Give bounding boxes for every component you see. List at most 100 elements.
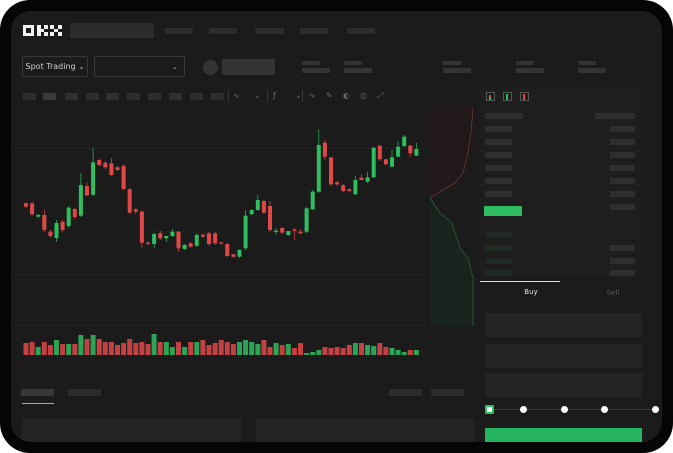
candle	[158, 231, 163, 240]
price-input[interactable]	[485, 313, 642, 337]
sell-tab[interactable]: Sell	[606, 289, 620, 297]
candle	[322, 140, 327, 160]
candle-body	[292, 229, 297, 231]
nav-item[interactable]	[165, 28, 193, 34]
buy-tab[interactable]: Buy	[524, 288, 538, 296]
volume-bar	[413, 350, 419, 355]
timeframe-button[interactable]	[190, 93, 203, 100]
volume-bar	[365, 345, 371, 355]
ask-depth-area	[430, 108, 473, 198]
candlestick-chart[interactable]	[11, 105, 471, 370]
pencil-icon[interactable]: ✎	[326, 91, 333, 100]
volume-bar	[29, 342, 35, 355]
candle-body	[347, 189, 352, 191]
candle	[36, 214, 41, 218]
orders-tab[interactable]	[68, 389, 101, 396]
candle-body	[335, 182, 340, 185]
slider-step[interactable]	[652, 406, 659, 413]
candle	[176, 231, 181, 252]
bid-price[interactable]	[485, 258, 512, 264]
volume-bar	[310, 352, 316, 355]
fullscreen-icon[interactable]: ⤢	[377, 91, 384, 100]
ask-price[interactable]	[485, 139, 512, 145]
total-input[interactable]	[485, 373, 642, 397]
timeframe-button[interactable]	[106, 93, 119, 100]
orders-tab-active[interactable]	[21, 389, 54, 396]
spread-value	[610, 204, 635, 210]
filter-button[interactable]	[431, 389, 464, 396]
search-bar[interactable]	[70, 23, 154, 38]
slider-step[interactable]	[561, 406, 568, 413]
timeframe-button[interactable]	[148, 93, 161, 100]
ask-price[interactable]	[485, 152, 512, 158]
ask-price[interactable]	[485, 126, 512, 132]
pair-price	[222, 59, 275, 75]
candle-body	[139, 211, 144, 243]
bid-price[interactable]	[485, 270, 512, 276]
stat-value	[578, 68, 606, 73]
orderbook-both-icon[interactable]	[486, 92, 495, 101]
spot-trading-dropdown[interactable]: Spot Trading ⌄	[22, 56, 88, 77]
candle-body	[261, 201, 266, 213]
trading-screen: Spot Trading ⌄ ⌄ ∿ ⌄ ƒ ⌄ ∿ ✎ ◐ ◎ ⤢	[11, 11, 662, 442]
filter-button[interactable]	[389, 389, 422, 396]
amount-slider-track[interactable]	[489, 409, 659, 410]
volume-bar	[224, 342, 230, 355]
ask-amount	[610, 191, 635, 197]
ask-amount	[610, 178, 635, 184]
timeframe-button[interactable]	[127, 93, 140, 100]
chevron-down-icon: ⌄	[78, 62, 85, 71]
candle	[48, 230, 53, 238]
okx-logo[interactable]	[23, 24, 63, 38]
bid-price[interactable]	[485, 245, 512, 251]
order-book	[480, 86, 640, 278]
timeframe-button-active[interactable]	[43, 93, 56, 100]
candle-body	[249, 210, 254, 215]
nav-item[interactable]	[255, 28, 284, 34]
ask-price[interactable]	[485, 191, 512, 197]
target-icon[interactable]: ◎	[360, 91, 367, 100]
candle	[127, 188, 132, 214]
ask-price[interactable]	[485, 165, 512, 171]
buy-button[interactable]	[485, 428, 642, 442]
gauge-icon[interactable]: ◐	[343, 91, 350, 100]
pair-selector[interactable]: ⌄	[94, 56, 185, 77]
candle-body	[109, 163, 114, 175]
volume-bar	[163, 342, 169, 355]
timeframe-button[interactable]	[169, 93, 182, 100]
slider-handle[interactable]	[485, 405, 494, 414]
candle	[280, 227, 285, 234]
timeframe-button[interactable]	[86, 93, 99, 100]
volume-bar	[249, 342, 255, 355]
slider-step[interactable]	[520, 406, 527, 413]
volume-bar	[322, 347, 328, 355]
timeframe-button[interactable]	[211, 93, 224, 100]
chevron-down-icon[interactable]: ⌄	[295, 91, 302, 100]
line-tool-icon[interactable]: ∿	[233, 91, 240, 100]
pattern-icon[interactable]: ƒ	[273, 91, 276, 100]
depth-chart[interactable]	[425, 108, 477, 326]
candle-body	[30, 203, 35, 215]
bid-price[interactable]	[485, 232, 512, 238]
header-amount	[595, 113, 635, 119]
candle-body	[182, 245, 187, 249]
slider-step[interactable]	[601, 406, 608, 413]
wave-icon[interactable]: ∿	[309, 91, 316, 100]
nav-item[interactable]	[347, 28, 375, 34]
orderbook-bids-icon[interactable]	[503, 92, 512, 101]
ask-price[interactable]	[485, 178, 512, 184]
timeframe-button[interactable]	[23, 93, 36, 100]
amount-input[interactable]	[485, 344, 642, 368]
nav-item[interactable]	[300, 28, 328, 34]
candle-body	[115, 167, 120, 170]
indicator-icon[interactable]: ⌄	[254, 91, 261, 100]
orderbook-asks-icon[interactable]	[520, 92, 529, 101]
candle-body	[158, 233, 163, 239]
candle	[408, 145, 413, 157]
volume-bar	[54, 340, 59, 355]
divider	[302, 90, 303, 102]
divider	[267, 90, 268, 102]
nav-item[interactable]	[209, 28, 237, 34]
candle	[194, 233, 199, 247]
timeframe-button[interactable]	[65, 93, 78, 100]
